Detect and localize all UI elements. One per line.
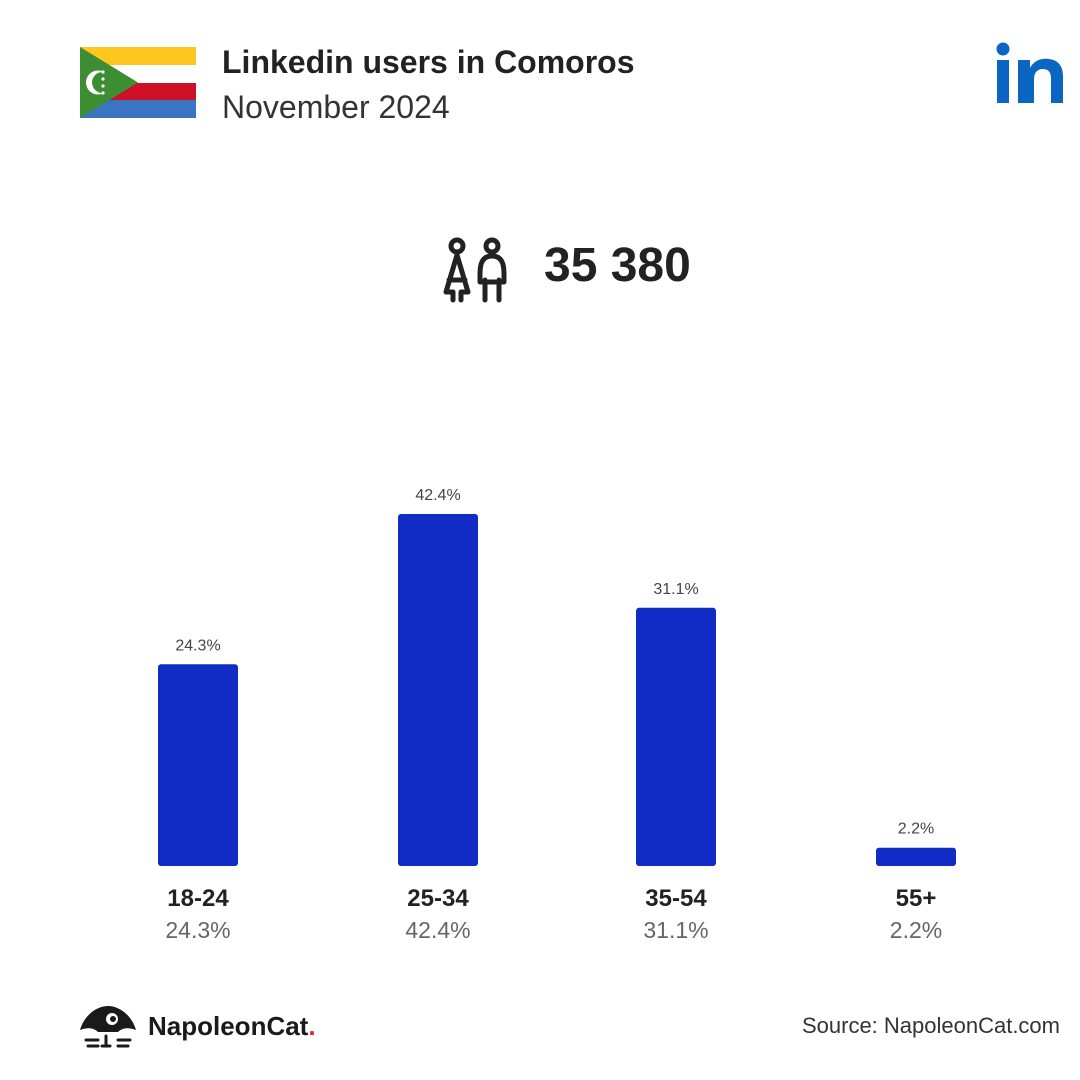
category-label: 35-54 [645,885,707,912]
users-icon [443,237,507,303]
footer-brand-name: NapoleonCat [148,1011,309,1041]
bar-25-34 [398,514,478,866]
napoleoncat-logo-icon [80,1006,136,1048]
footer-brand-dot: . [308,1011,316,1041]
chart-subtitle: November 2024 [222,89,450,125]
comoros-flag [80,47,196,118]
category-label: 25-34 [407,885,469,912]
category-label: 55+ [896,885,937,912]
bar-55+ [876,847,956,866]
category-percent-label: 42.4% [405,917,470,943]
bar-value-label: 31.1% [653,581,698,598]
bar-value-label: 2.2% [898,821,934,838]
chart-title: Linkedin users in Comoros [222,44,635,80]
bar-value-label: 42.4% [415,487,460,504]
category-label: 18-24 [167,885,229,912]
bar-35-54 [636,607,716,866]
category-percent-label: 2.2% [890,917,942,943]
category-percent-label: 31.1% [643,917,708,943]
total-users-value: 35 380 [544,239,691,292]
bar-value-label: 24.3% [175,637,220,654]
bar-18-24 [158,664,238,866]
source-label: Source: NapoleonCat.com [801,1013,1060,1038]
footer-brand: NapoleonCat. [148,1011,316,1042]
linkedin-logo-icon [996,42,1063,103]
category-percent-label: 24.3% [165,917,230,943]
